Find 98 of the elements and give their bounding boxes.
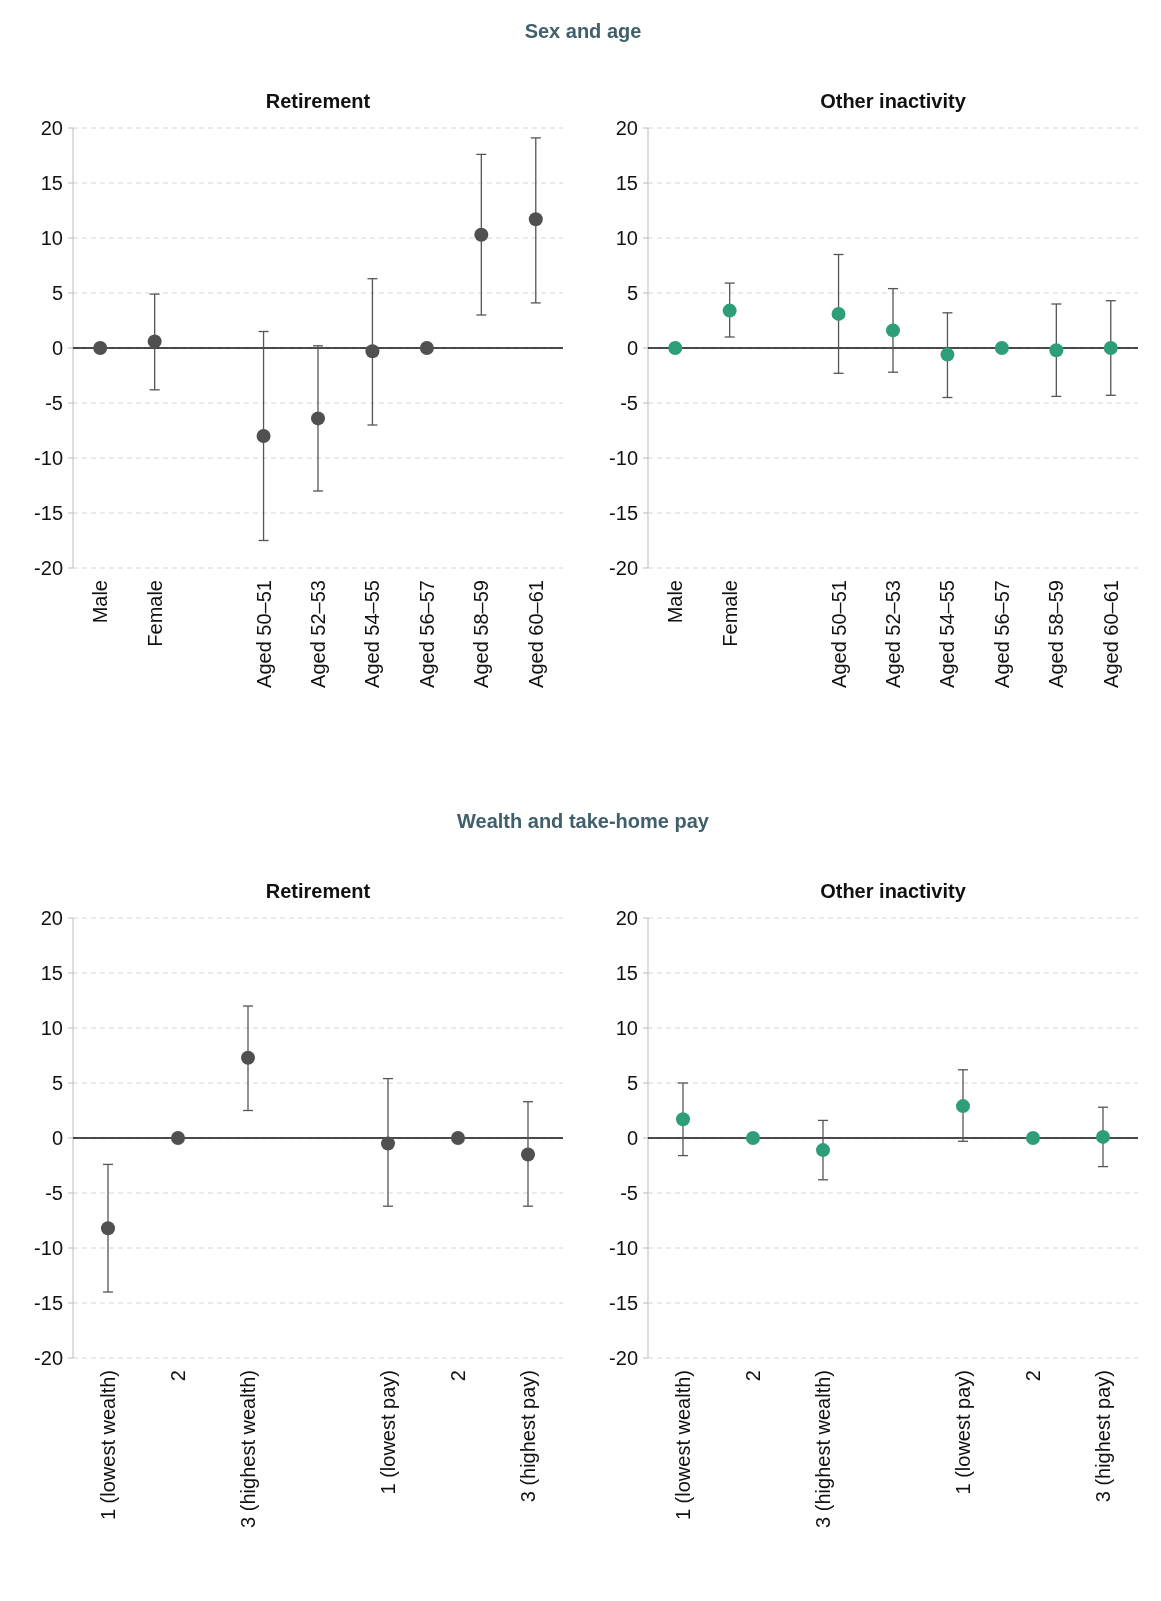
point: [676, 1112, 690, 1127]
point: [521, 1147, 535, 1162]
y-tick-label: 10: [615, 227, 638, 249]
point: [241, 1050, 255, 1065]
y-tick-label: 5: [626, 282, 638, 304]
y-tick-label: 10: [615, 1017, 638, 1039]
x-tick-label: 1 (lowest pay): [377, 1370, 399, 1495]
x-tick-label: Aged 58–59: [1045, 580, 1068, 688]
y-tick-label: -5: [620, 1182, 638, 1204]
y-tick-label: -15: [34, 502, 63, 524]
y-tick-label: 20: [40, 907, 63, 929]
x-tick-label: 3 (highest wealth): [237, 1370, 259, 1528]
y-tick-label: 5: [51, 282, 63, 304]
y-tick-label: 15: [40, 962, 63, 984]
x-tick-label: 1 (lowest wealth): [97, 1370, 119, 1521]
point: [528, 212, 543, 227]
x-tick-label: Aged 56–57: [415, 580, 438, 688]
point: [311, 411, 325, 426]
y-tick-label: 5: [51, 1072, 63, 1094]
point: [886, 323, 900, 338]
x-tick-label: 2: [167, 1370, 189, 1382]
x-tick-label: 1 (lowest pay): [952, 1370, 974, 1495]
x-tick-label: Aged 54–55: [936, 580, 959, 688]
y-tick-label: 15: [40, 172, 63, 194]
point: [1096, 1129, 1110, 1144]
y-tick-label: 20: [40, 117, 63, 139]
x-tick-label: Female: [718, 580, 741, 647]
x-tick-label: Aged 50–51: [252, 580, 275, 688]
y-tick-label: -15: [609, 502, 638, 524]
y-tick-label: 0: [626, 1127, 638, 1149]
chart-title: Other inactivity: [820, 880, 967, 902]
x-tick-label: Aged 60–61: [1099, 580, 1122, 688]
x-tick-label: Male: [89, 580, 112, 624]
point: [940, 347, 955, 362]
x-tick-label: Aged 56–57: [990, 580, 1013, 688]
chart-title: Retirement: [265, 90, 371, 112]
x-tick-label: Aged 58–59: [470, 580, 493, 688]
x-tick-label: 3 (highest wealth): [812, 1370, 834, 1528]
point: [365, 344, 380, 359]
y-tick-label: -5: [45, 392, 63, 414]
point: [93, 341, 108, 355]
y-tick-label: -5: [45, 1182, 63, 1204]
y-tick-label: -10: [609, 1237, 638, 1259]
point: [381, 1136, 395, 1151]
point: [1103, 341, 1118, 355]
point: [668, 341, 683, 355]
x-tick-label: 2: [1022, 1370, 1044, 1382]
point: [451, 1131, 465, 1145]
y-tick-label: -15: [34, 1292, 63, 1314]
x-tick-label: Aged 52–53: [882, 580, 904, 688]
point: [1049, 343, 1064, 358]
x-tick-label: Aged 60–61: [524, 580, 547, 688]
y-tick-label: 5: [626, 1072, 638, 1094]
x-tick-label: Aged 54–55: [361, 580, 384, 688]
y-tick-label: -20: [609, 1347, 638, 1369]
x-tick-label: Aged 50–51: [827, 580, 850, 688]
x-tick-label: 1 (lowest wealth): [672, 1370, 694, 1521]
x-tick-label: Aged 52–53: [307, 580, 329, 688]
point: [746, 1131, 760, 1145]
y-tick-label: 10: [40, 227, 63, 249]
x-tick-label: 2: [742, 1370, 764, 1382]
x-tick-label: Male: [664, 580, 687, 624]
point: [101, 1221, 115, 1236]
y-tick-label: -20: [609, 557, 638, 579]
x-tick-label: 2: [447, 1370, 469, 1382]
y-tick-label: -20: [34, 557, 63, 579]
point: [171, 1131, 185, 1145]
y-tick-label: 10: [40, 1017, 63, 1039]
chart-title: Other inactivity: [820, 90, 967, 112]
x-tick-label: 3 (highest pay): [1092, 1370, 1114, 1503]
y-tick-label: 15: [615, 172, 638, 194]
y-tick-label: -20: [34, 1347, 63, 1369]
y-tick-label: -10: [34, 1237, 63, 1259]
y-tick-label: 0: [51, 1127, 63, 1149]
point: [956, 1099, 970, 1114]
point: [816, 1143, 830, 1158]
point: [722, 303, 737, 318]
point: [1026, 1131, 1040, 1145]
y-tick-label: 20: [615, 907, 638, 929]
y-tick-label: -10: [34, 447, 63, 469]
y-tick-label: 20: [615, 117, 638, 139]
point: [147, 334, 162, 349]
point: [474, 227, 489, 242]
text: Sex and age: [524, 20, 642, 42]
chart-title: Retirement: [265, 880, 371, 902]
text: Wealth and take-home pay: [457, 810, 710, 832]
y-tick-label: -5: [620, 392, 638, 414]
y-tick-label: 0: [51, 337, 63, 359]
y-tick-label: -10: [609, 447, 638, 469]
point: [256, 429, 271, 443]
x-tick-label: 3 (highest pay): [517, 1370, 539, 1503]
point: [419, 341, 434, 355]
y-tick-label: -15: [609, 1292, 638, 1314]
x-tick-label: Female: [143, 580, 166, 647]
y-tick-label: 0: [626, 337, 638, 359]
point: [831, 306, 846, 321]
y-tick-label: 15: [615, 962, 638, 984]
point: [994, 341, 1009, 355]
